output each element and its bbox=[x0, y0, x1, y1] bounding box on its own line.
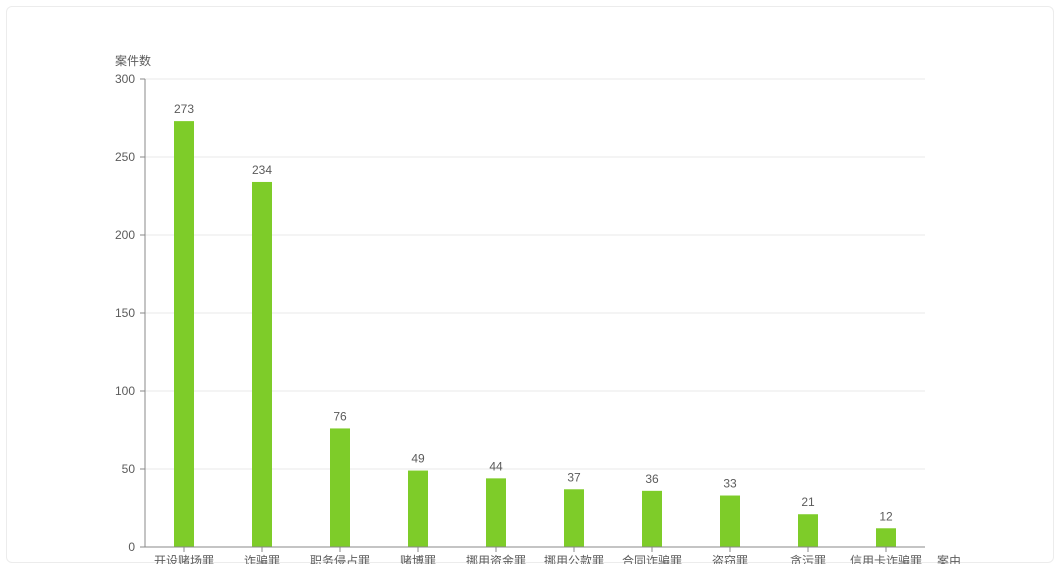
x-tick-label: 挪用公款罪 bbox=[544, 554, 604, 564]
bar bbox=[252, 182, 272, 547]
bar-value-label: 12 bbox=[879, 509, 893, 523]
bar bbox=[486, 478, 506, 547]
bar-value-label: 234 bbox=[252, 163, 272, 177]
y-tick-label: 0 bbox=[128, 540, 135, 554]
x-tick-label: 盗窃罪 bbox=[712, 553, 748, 564]
x-tick-label: 诈骗罪 bbox=[244, 553, 280, 564]
chart-card: 0 50 100 150 200 250 300 案件数 273 开设赌场罪 234 诈骗罪 76 职务侵… bbox=[6, 6, 1054, 563]
bar bbox=[174, 121, 194, 547]
bar bbox=[642, 491, 662, 547]
x-tick-label: 贪污罪 bbox=[790, 553, 826, 564]
y-tick-label: 100 bbox=[115, 384, 135, 398]
bar-value-label: 37 bbox=[567, 470, 581, 484]
x-tick-label: 赌博罪 bbox=[400, 553, 436, 564]
chart-container: 0 50 100 150 200 250 300 案件数 273 开设赌场罪 234 诈骗罪 76 职务侵… bbox=[7, 7, 1055, 564]
bar-value-label: 273 bbox=[174, 102, 194, 116]
bar-chart: 0 50 100 150 200 250 300 案件数 273 开设赌场罪 234 诈骗罪 76 职务侵… bbox=[7, 7, 1055, 564]
bar bbox=[330, 428, 350, 547]
bar bbox=[408, 471, 428, 547]
bar bbox=[798, 514, 818, 547]
x-axis-title: 案由 bbox=[937, 553, 961, 564]
bar-value-label: 44 bbox=[489, 459, 503, 473]
y-tick-label: 250 bbox=[115, 150, 135, 164]
x-tick-label: 信用卡诈骗罪 bbox=[850, 553, 922, 564]
x-tick-label: 合同诈骗罪 bbox=[622, 553, 682, 564]
bar-value-label: 33 bbox=[723, 477, 737, 491]
bar-value-label: 76 bbox=[333, 409, 347, 423]
bar bbox=[564, 489, 584, 547]
y-tick-label: 50 bbox=[122, 462, 136, 476]
bar bbox=[876, 528, 896, 547]
bar-value-label: 49 bbox=[411, 452, 425, 466]
x-tick-label: 职务侵占罪 bbox=[310, 553, 370, 564]
bar-value-label: 36 bbox=[645, 472, 659, 486]
y-axis-title: 案件数 bbox=[115, 53, 151, 68]
y-tick-label: 300 bbox=[115, 72, 135, 86]
x-tick-label: 开设赌场罪 bbox=[154, 554, 214, 564]
x-tick-label: 挪用资金罪 bbox=[466, 553, 526, 564]
y-tick-label: 150 bbox=[115, 306, 135, 320]
y-tick-label: 200 bbox=[115, 228, 135, 242]
bar bbox=[720, 496, 740, 547]
bar-value-label: 21 bbox=[801, 495, 815, 509]
